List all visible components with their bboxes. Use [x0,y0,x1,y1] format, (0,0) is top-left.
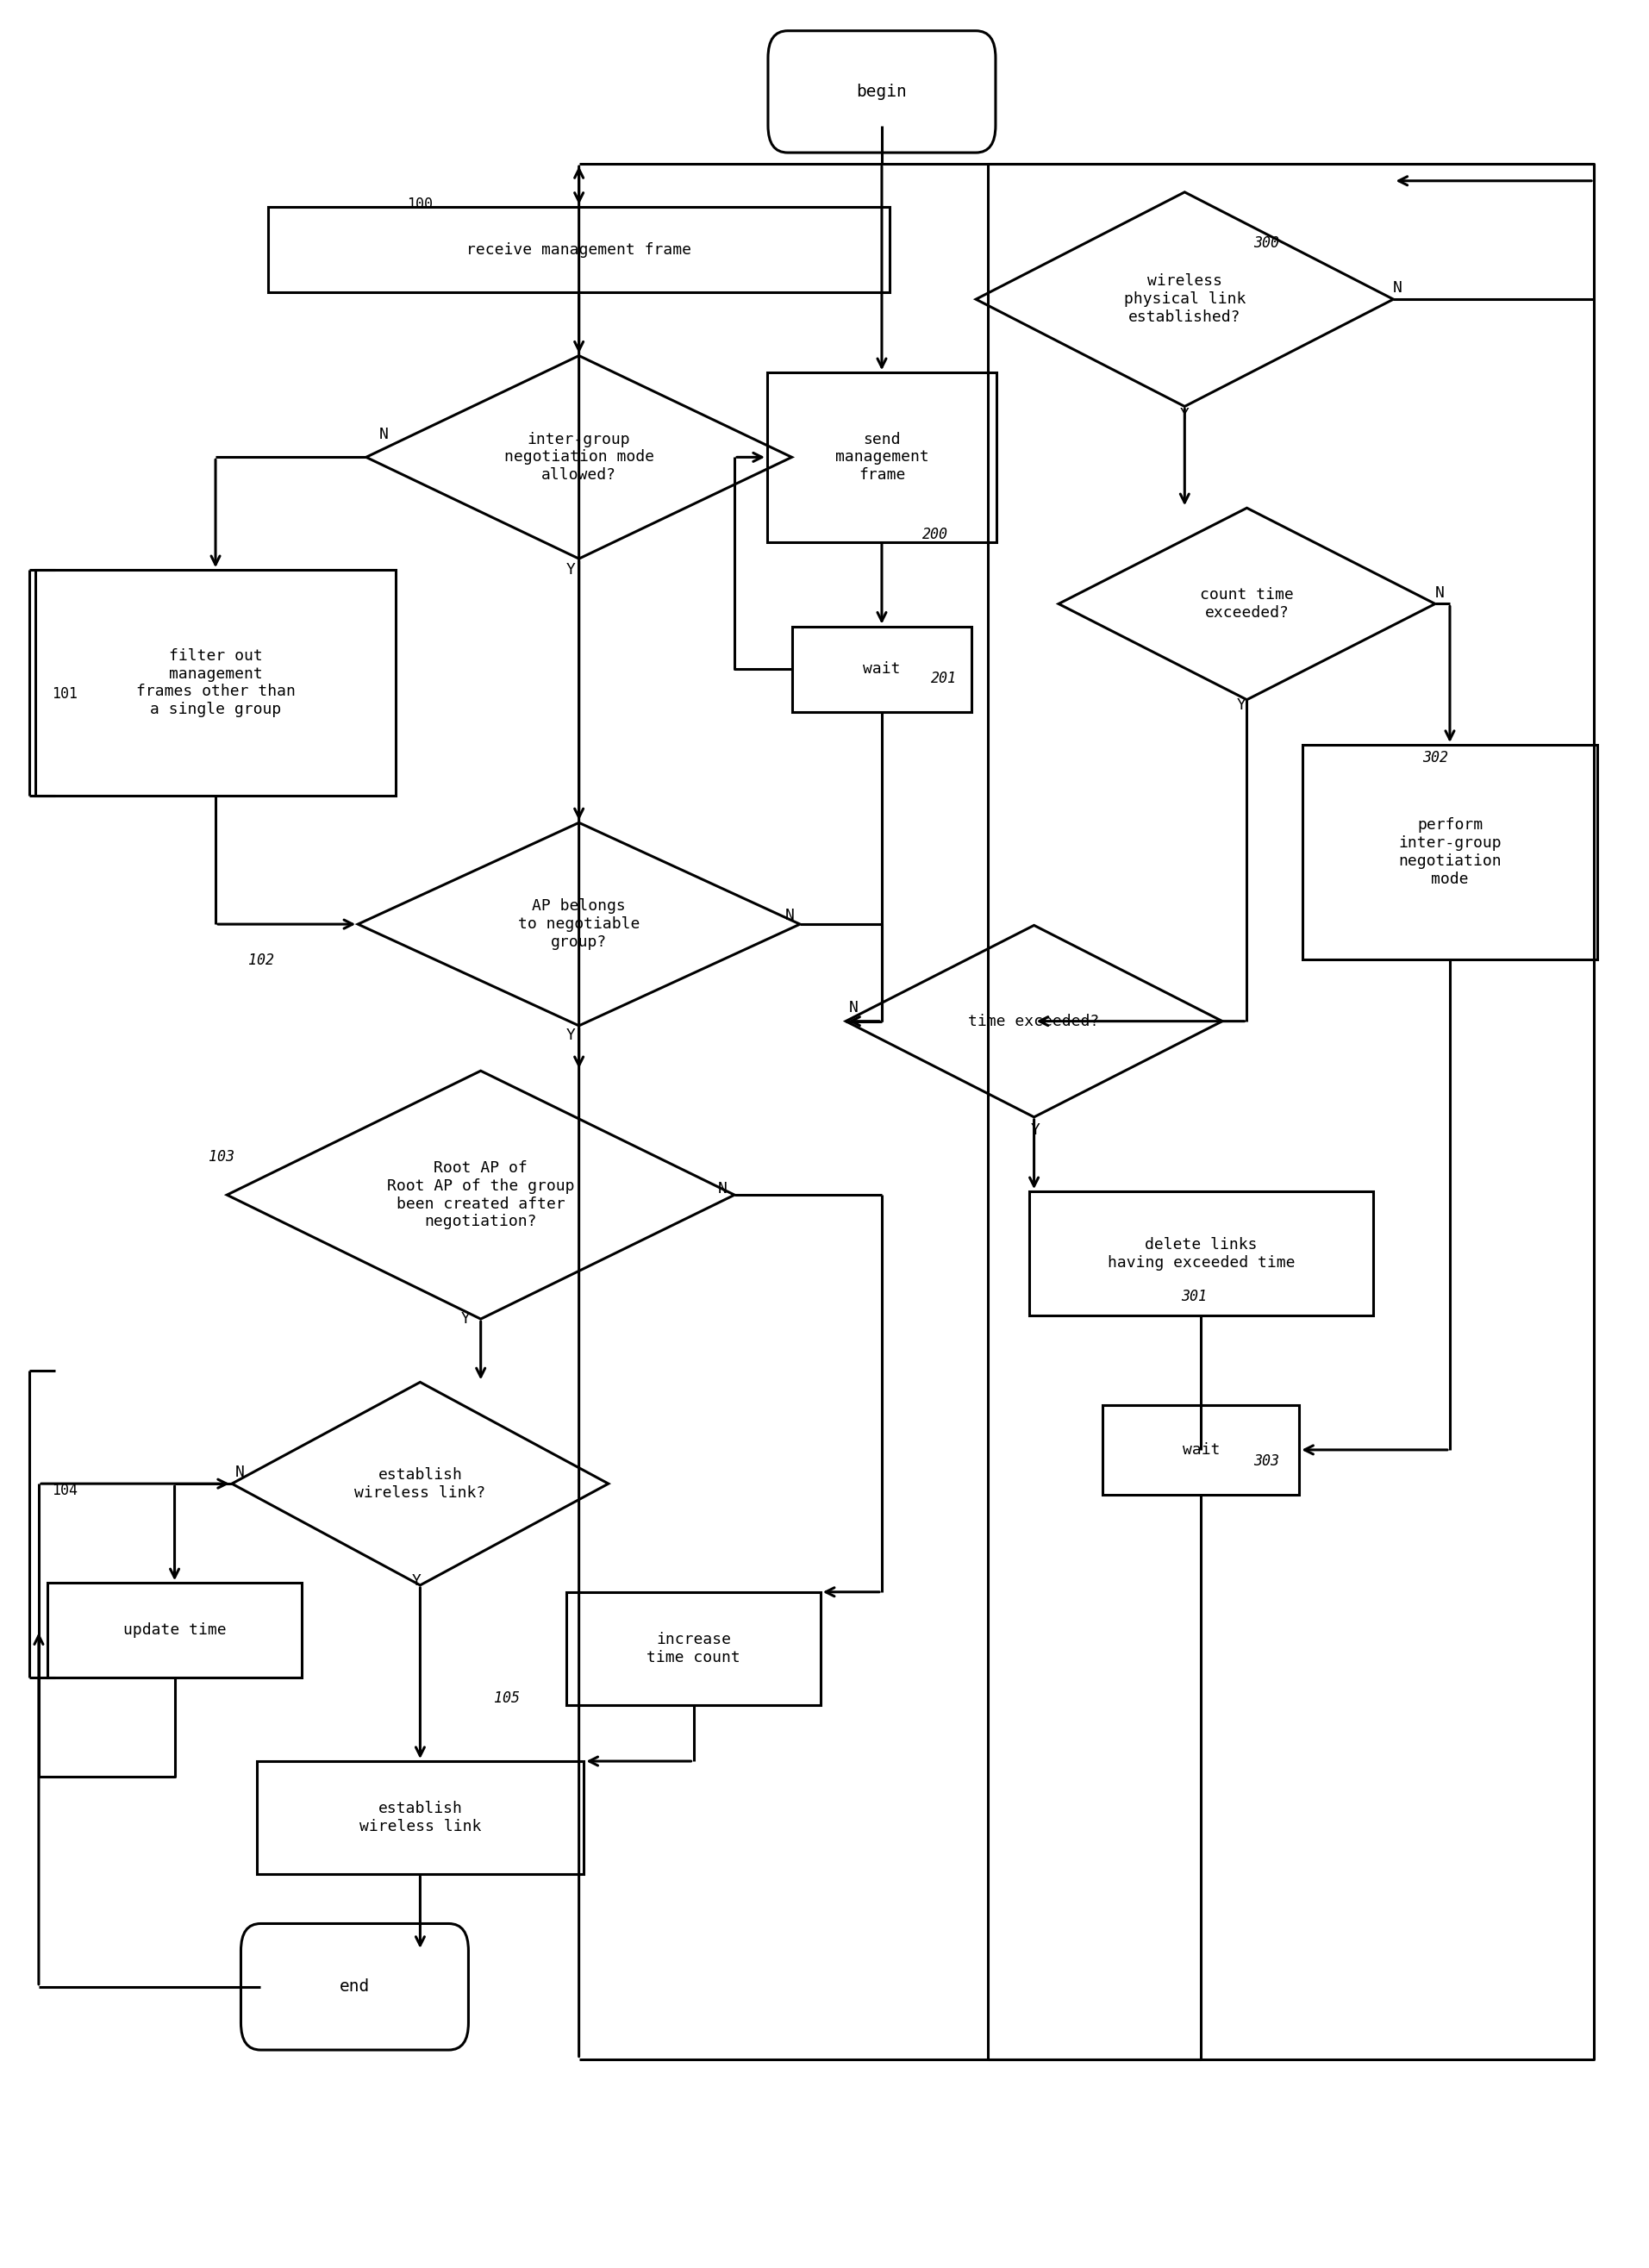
Bar [35,569,396,796]
Text: N: N [717,1182,727,1195]
Text: perform
inter-group
negotiation
mode: perform inter-group negotiation mode [1398,816,1501,887]
Text: increase
time count: increase time count [646,1631,740,1665]
Text: 105: 105 [493,1690,519,1706]
Bar [267,206,890,293]
Text: Y: Y [1237,699,1247,714]
Text: N: N [1435,585,1445,601]
Text: 303: 303 [1253,1454,1280,1470]
Text: Y: Y [1179,406,1189,422]
Text: N: N [236,1465,244,1481]
Text: time exceeded?: time exceeded? [968,1014,1100,1030]
Text: 200: 200 [923,526,948,542]
Text: 301: 301 [1181,1288,1207,1304]
Bar [567,1592,821,1706]
Text: 201: 201 [932,671,956,687]
Text: begin: begin [856,84,907,100]
Text: inter-group
negotiation mode
allowed?: inter-group negotiation mode allowed? [505,431,655,483]
Bar [257,1762,584,1873]
Text: count time
exceeded?: count time exceeded? [1200,587,1294,621]
Bar [792,626,971,712]
Text: end: end [340,1978,369,1996]
Text: update time: update time [124,1622,226,1637]
Text: Y: Y [566,1027,576,1043]
Text: wait: wait [862,662,900,678]
Text: AP belongs
to negotiable
group?: AP belongs to negotiable group? [518,898,640,950]
Text: filter out
management
frames other than
a single group: filter out management frames other than … [135,649,295,717]
Text: Root AP of
Root AP of the group
been created after
negotiation?: Root AP of Root AP of the group been cre… [388,1161,574,1229]
Text: 103: 103 [209,1150,234,1163]
Text: establish
wireless link?: establish wireless link? [355,1467,486,1501]
Bar [1303,744,1598,959]
Bar [48,1583,302,1678]
Text: Y: Y [462,1311,470,1327]
Text: wireless
physical link
established?: wireless physical link established? [1123,274,1245,324]
Text: 104: 104 [51,1483,78,1499]
Text: 101: 101 [51,687,78,703]
Text: N: N [785,907,795,923]
Bar [1103,1404,1299,1495]
Text: establish
wireless link: establish wireless link [359,1801,482,1835]
Text: receive management frame: receive management frame [467,243,691,256]
Text: delete links
having exceeded time: delete links having exceeded time [1106,1236,1294,1270]
Text: N: N [379,426,389,442]
Bar [767,372,996,542]
Text: Y: Y [566,562,576,578]
Text: wait: wait [1182,1442,1220,1458]
Text: 302: 302 [1421,751,1448,764]
Text: Y: Y [412,1574,422,1588]
Bar [1029,1191,1374,1315]
Text: 100: 100 [407,197,434,213]
Text: 300: 300 [1253,236,1280,252]
Text: send
management
frame: send management frame [834,431,928,483]
Text: N: N [1392,281,1402,295]
Text: N: N [849,1000,859,1016]
Text: Y: Y [1031,1123,1041,1139]
Text: 102: 102 [249,953,274,968]
